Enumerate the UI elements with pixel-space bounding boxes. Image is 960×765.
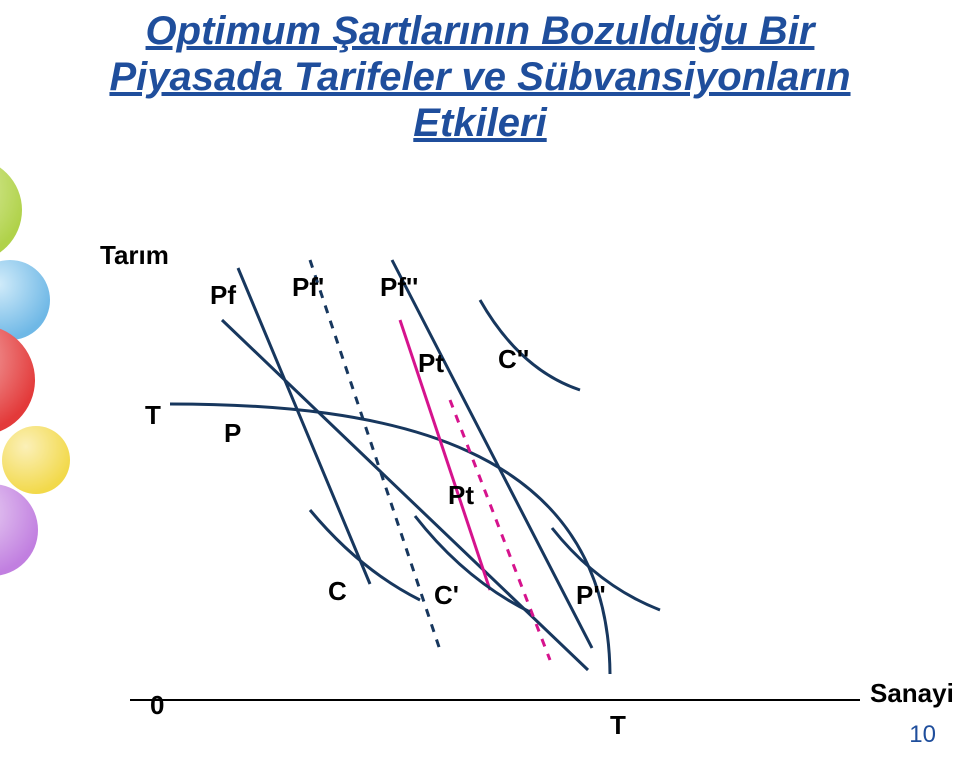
label-C: C <box>328 576 347 607</box>
label-Pfpp: Pf'' <box>380 272 418 303</box>
slide: Optimum Şartlarının Bozulduğu Bir Piyasa… <box>0 0 960 765</box>
y-axis-label: Tarım <box>100 240 169 271</box>
line-P <box>222 320 588 670</box>
label-Pt: Pt <box>418 348 444 379</box>
label-Cpp: C'' <box>498 344 529 375</box>
label-Pfp: Pf' <box>292 272 324 303</box>
price-lines <box>222 260 592 670</box>
label-T_x: T <box>610 710 626 741</box>
origin-label: 0 <box>150 690 164 721</box>
line-Pf <box>238 268 370 584</box>
label-Pf: Pf <box>210 280 236 311</box>
indiff-C <box>310 510 420 600</box>
label-Pt2: Pt <box>448 480 474 511</box>
page-number: 10 <box>909 721 936 749</box>
label-Cp: C' <box>434 580 459 611</box>
label-Ppp: P'' <box>576 580 606 611</box>
indiff-Ppp <box>552 528 660 610</box>
label-T_y: T <box>145 400 161 431</box>
label-P: P <box>224 418 241 449</box>
indiff-Cpp <box>480 300 580 390</box>
x-axis-label: Sanayi <box>870 678 954 709</box>
econ-diagram <box>0 0 960 765</box>
